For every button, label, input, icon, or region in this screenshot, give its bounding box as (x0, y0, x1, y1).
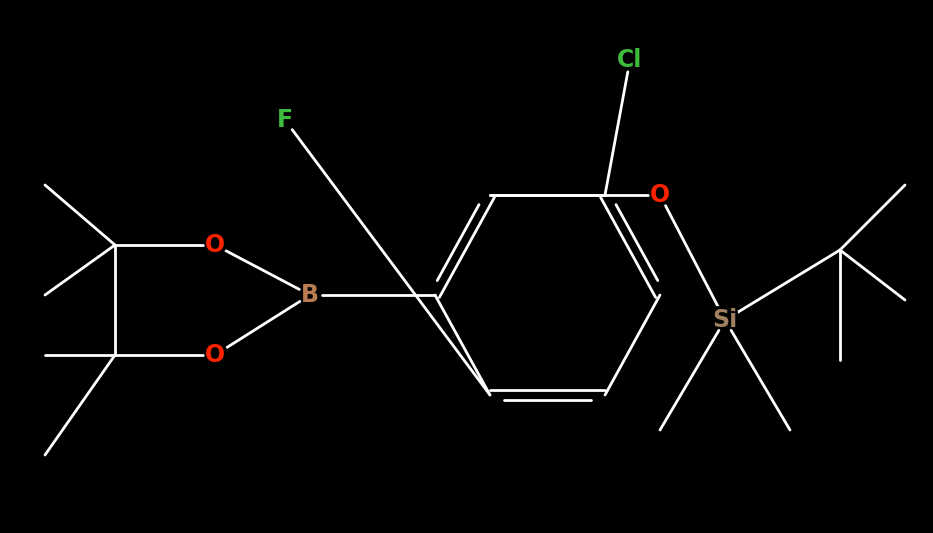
Text: O: O (650, 183, 670, 207)
Text: F: F (277, 108, 293, 132)
Text: O: O (648, 181, 673, 209)
Text: Cl: Cl (618, 48, 643, 72)
Text: Cl: Cl (614, 45, 647, 75)
Text: O: O (202, 230, 228, 260)
Text: Si: Si (713, 308, 738, 332)
Text: B: B (299, 280, 322, 310)
Text: F: F (274, 106, 296, 134)
Text: O: O (205, 343, 225, 367)
Text: O: O (205, 233, 225, 257)
Text: Si: Si (709, 305, 741, 335)
Text: B: B (301, 283, 319, 307)
Text: O: O (202, 341, 228, 369)
